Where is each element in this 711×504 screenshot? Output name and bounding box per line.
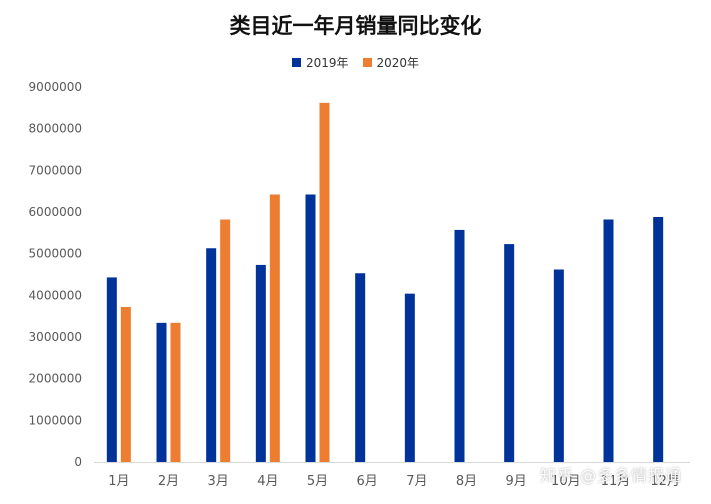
legend-item-2019: 2019年 bbox=[291, 54, 349, 71]
chart-title: 类目近一年月销量同比变化 bbox=[229, 14, 482, 38]
y-tick-label: 3000000 bbox=[29, 330, 82, 344]
y-tick-label: 0 bbox=[74, 455, 82, 469]
x-tick-label: 11月 bbox=[601, 474, 631, 489]
y-tick-label: 9000000 bbox=[29, 80, 82, 94]
legend-item-2020: 2020年 bbox=[362, 54, 420, 71]
bar-2020年-4月 bbox=[269, 194, 280, 462]
bar-2019年-9月 bbox=[504, 244, 515, 462]
y-tick-label: 6000000 bbox=[29, 205, 82, 219]
x-tick-label: 12月 bbox=[650, 474, 680, 489]
bar-2020年-1月 bbox=[120, 307, 131, 462]
y-tick-label: 8000000 bbox=[29, 122, 82, 136]
bar-2020年-2月 bbox=[170, 322, 181, 462]
x-tick-label: 10月 bbox=[551, 474, 581, 489]
bar-2019年-2月 bbox=[156, 322, 167, 462]
x-tick-label: 7月 bbox=[406, 474, 427, 489]
x-tick-label: 1月 bbox=[108, 474, 129, 489]
legend: 2019年 2020年 bbox=[0, 54, 711, 71]
bar-2019年-6月 bbox=[355, 273, 366, 462]
bar-2020年-3月 bbox=[220, 219, 231, 462]
y-tick-label: 7000000 bbox=[29, 163, 82, 177]
legend-label-2019: 2019年 bbox=[305, 56, 349, 70]
legend-swatch-2020 bbox=[362, 58, 372, 67]
y-tick-label: 5000000 bbox=[29, 247, 82, 261]
bar-2019年-8月 bbox=[454, 229, 465, 462]
x-tick-label: 9月 bbox=[506, 474, 527, 489]
bar-2019年-5月 bbox=[305, 194, 316, 462]
bar-2019年-10月 bbox=[553, 269, 564, 462]
bar-2019年-4月 bbox=[255, 264, 266, 462]
watermark: 知乎 @多多情报通 bbox=[540, 466, 683, 485]
bar-2020年-5月 bbox=[319, 102, 330, 462]
x-tick-label: 4月 bbox=[257, 474, 278, 489]
x-tick-label: 2月 bbox=[158, 474, 179, 489]
bar-2019年-7月 bbox=[404, 293, 415, 462]
x-tick-label: 6月 bbox=[357, 474, 378, 489]
y-tick-label: 2000000 bbox=[29, 372, 82, 386]
bar-2019年-3月 bbox=[206, 248, 217, 462]
y-tick-label: 4000000 bbox=[29, 288, 82, 302]
legend-swatch-2019 bbox=[291, 58, 301, 67]
legend-label-2020: 2020年 bbox=[376, 56, 420, 70]
bar-2019年-11月 bbox=[603, 219, 614, 462]
x-tick-label: 5月 bbox=[307, 474, 328, 489]
bar-2019年-12月 bbox=[653, 217, 664, 462]
y-tick-label: 1000000 bbox=[29, 413, 82, 427]
bar-2019年-1月 bbox=[106, 277, 117, 462]
x-tick-label: 8月 bbox=[456, 474, 477, 489]
x-tick-label: 3月 bbox=[208, 474, 229, 489]
